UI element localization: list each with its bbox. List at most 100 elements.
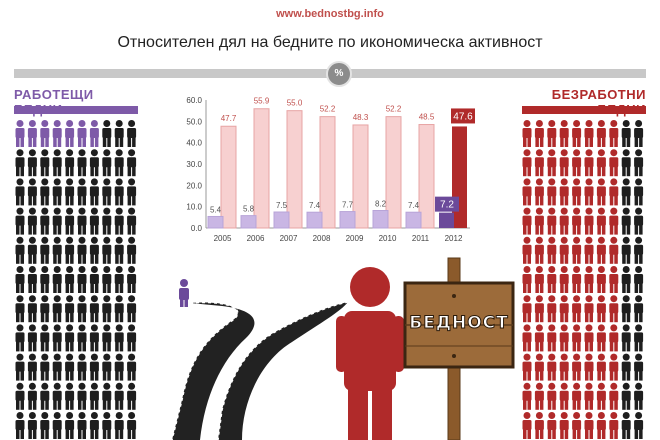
unemployed-figure xyxy=(634,295,644,323)
unemployed-figure xyxy=(609,149,619,177)
working-poor-figure xyxy=(127,295,137,323)
working-poor-figure xyxy=(40,207,50,235)
unemployed-figure xyxy=(559,353,569,381)
unemployed-figure xyxy=(547,207,557,235)
x-tick-label: 2005 xyxy=(214,234,232,243)
unemployed-figure xyxy=(572,295,582,323)
unemployed-figure xyxy=(609,178,619,206)
working-poor-figure xyxy=(15,207,25,235)
working-poor-figure xyxy=(77,207,87,235)
unemployed-figure xyxy=(522,178,532,206)
working-poor-figure xyxy=(114,207,124,235)
working-poor-figure xyxy=(102,295,112,323)
working-poor-figure xyxy=(127,149,137,177)
working-poor-figure xyxy=(77,120,87,147)
unemployed-figure xyxy=(584,207,594,235)
poverty-sign-text: БЕДНОСТ xyxy=(409,313,509,334)
unemployed-figure xyxy=(522,120,532,147)
unemployed-figure xyxy=(547,412,557,439)
unemployed-figure xyxy=(534,353,544,381)
unemployed-figure xyxy=(559,207,569,235)
working-poor-figure xyxy=(77,236,87,264)
unemployed-figure xyxy=(609,207,619,235)
working-poor-figure xyxy=(102,178,112,206)
unemployed-figure xyxy=(634,149,644,177)
unemployed-figure xyxy=(634,382,644,410)
unemployed-figure xyxy=(522,149,532,177)
unemployed-figure xyxy=(609,236,619,264)
y-tick-label: 10.0 xyxy=(186,203,202,212)
data-label-unemployed: 47.6 xyxy=(453,111,473,122)
unemployed-figure xyxy=(547,236,557,264)
data-label-unemployed: 52.2 xyxy=(386,105,402,114)
working-poor-figure xyxy=(15,120,25,147)
unemployed-figure xyxy=(609,120,619,147)
unemployed-figure xyxy=(584,412,594,439)
unemployed-figure xyxy=(572,266,582,293)
unemployed-figure xyxy=(596,382,606,410)
unemployed-figure xyxy=(621,236,631,264)
working-poor-figure xyxy=(52,178,62,206)
bar-unemployed xyxy=(319,116,336,229)
working-poor-figure xyxy=(40,382,50,410)
unemployed-figure xyxy=(534,236,544,264)
working-poor-figure xyxy=(114,178,124,206)
unemployed-figure xyxy=(547,295,557,323)
unemployed-figure xyxy=(609,353,619,381)
unemployed-figure xyxy=(534,149,544,177)
working-poor-figure xyxy=(40,324,50,352)
x-tick-label: 2008 xyxy=(313,234,331,243)
working-poor-figure xyxy=(40,295,50,323)
working-poor-figure xyxy=(27,120,37,147)
unemployed-figure xyxy=(621,295,631,323)
bar-working xyxy=(240,215,257,229)
unemployed-figure xyxy=(534,295,544,323)
working-poor-figure xyxy=(65,266,75,293)
unemployed-figure xyxy=(596,207,606,235)
working-poor-figure xyxy=(40,120,50,147)
unemployed-figure xyxy=(621,382,631,410)
working-poor-figure xyxy=(114,266,124,293)
working-poor-figure xyxy=(15,412,25,439)
unemployed-figure xyxy=(547,178,557,206)
working-poor-figure xyxy=(15,178,25,206)
unemployed-figure xyxy=(559,266,569,293)
working-poor-figure xyxy=(52,207,62,235)
y-tick-label: 60.0 xyxy=(186,96,202,105)
unemployed-figure xyxy=(584,149,594,177)
bar-unemployed xyxy=(385,116,402,229)
working-poor-figure xyxy=(15,324,25,352)
working-poor-figure xyxy=(40,236,50,264)
working-poor-figure xyxy=(89,266,99,293)
label-box-unemployed xyxy=(451,108,475,124)
unemployed-figure xyxy=(596,324,606,352)
x-tick-label: 2012 xyxy=(445,234,463,243)
site-url[interactable]: www.bednostbg.info xyxy=(276,8,384,20)
unemployed-figure xyxy=(621,266,631,293)
working-poor-figure xyxy=(114,149,124,177)
working-poor-figure xyxy=(52,149,62,177)
working-poor-figure xyxy=(77,178,87,206)
data-label-working: 8.2 xyxy=(375,200,387,209)
unemployed-figure xyxy=(572,412,582,439)
unemployed-figure xyxy=(584,178,594,206)
unemployed-figure xyxy=(572,382,582,410)
working-poor-figure xyxy=(102,353,112,381)
unemployed-figure xyxy=(572,353,582,381)
working-poor-figure xyxy=(52,120,62,147)
bar-unemployed xyxy=(418,124,435,229)
unemployed-figure xyxy=(559,120,569,147)
working-poor-figure xyxy=(65,382,75,410)
working-poor-figure xyxy=(89,353,99,381)
unemployed-figure xyxy=(596,353,606,381)
unemployed-figure xyxy=(572,236,582,264)
working-poor-figure xyxy=(114,295,124,323)
unemployed-figure xyxy=(572,149,582,177)
unemployed-figure xyxy=(534,178,544,206)
unemployed-figure xyxy=(584,324,594,352)
working-poor-figure xyxy=(77,353,87,381)
page-title: Относителен дял на бедните по икономичес… xyxy=(117,34,543,51)
working-poor-figure xyxy=(27,236,37,264)
winding-road xyxy=(171,301,349,440)
unemployed-figure xyxy=(621,412,631,439)
